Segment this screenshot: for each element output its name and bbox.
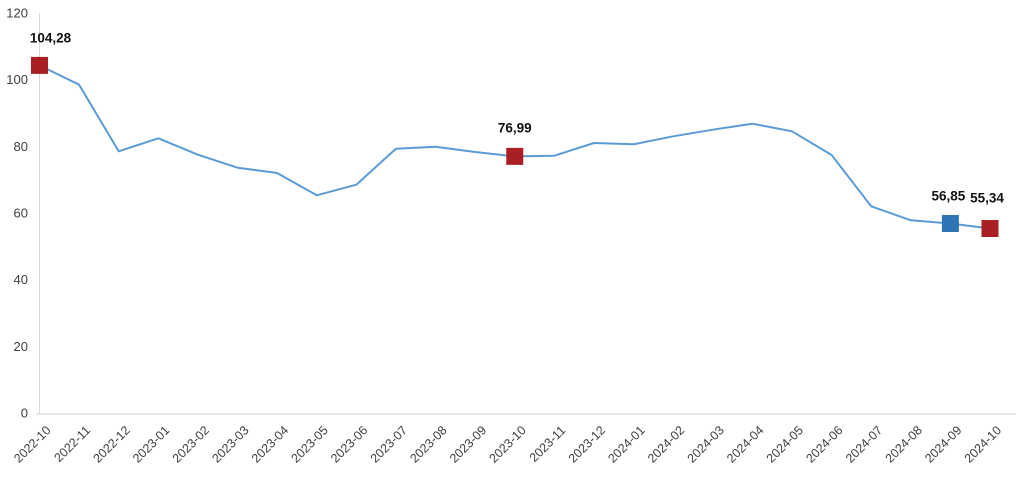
x-tick-label: 2024-09 — [922, 423, 964, 465]
data-point-label: 55,34 — [970, 191, 1004, 206]
y-tick-label: 80 — [14, 139, 28, 154]
x-tick-label: 2023-02 — [170, 423, 212, 465]
x-tick-label: 2024-01 — [605, 423, 647, 465]
x-tick-label: 2023-08 — [407, 423, 449, 465]
data-point-label: 76,99 — [498, 120, 532, 135]
data-point-marker — [31, 56, 48, 74]
x-tick-label: 2024-10 — [962, 423, 1004, 465]
x-tick-label: 2023-01 — [130, 423, 172, 465]
x-tick-label: 2024-03 — [685, 423, 727, 465]
x-tick-label: 2023-10 — [487, 423, 529, 465]
x-tick-label: 2023-05 — [289, 423, 331, 465]
x-tick-label: 2023-07 — [368, 423, 410, 465]
y-tick-label: 40 — [14, 272, 28, 287]
x-tick-label: 2022-12 — [90, 423, 132, 465]
x-tick-label: 2022-10 — [11, 423, 53, 465]
x-tick-label: 2024-05 — [764, 423, 806, 465]
data-line — [38, 64, 991, 230]
x-tick-label: 2023-12 — [566, 423, 608, 465]
data-point-marker — [981, 220, 999, 238]
y-tick-label: 120 — [6, 6, 28, 21]
y-tick-label: 0 — [21, 406, 28, 421]
x-tick-label: 2024-02 — [645, 423, 687, 465]
x-tick-label: 2024-08 — [883, 423, 925, 465]
data-point-marker — [506, 147, 524, 165]
y-tick-label: 20 — [14, 339, 28, 354]
x-tick-label: 2023-09 — [447, 423, 489, 465]
x-tick-label: 2023-11 — [527, 423, 569, 465]
x-tick-label: 2023-06 — [328, 423, 370, 465]
data-point-label: 104,28 — [30, 30, 72, 45]
x-tick-label: 2024-07 — [843, 423, 885, 465]
x-tick-label: 2022-11 — [52, 423, 94, 465]
x-tick-label: 2023-03 — [209, 423, 251, 465]
y-tick-label: 60 — [14, 206, 28, 221]
data-point-label: 56,85 — [931, 189, 965, 204]
y-tick-label: 100 — [6, 72, 28, 87]
x-tick-label: 2024-06 — [803, 423, 845, 465]
data-point-marker — [941, 215, 959, 232]
x-tick-label: 2023-04 — [249, 423, 291, 465]
x-tick-label: 2024-04 — [724, 423, 766, 465]
